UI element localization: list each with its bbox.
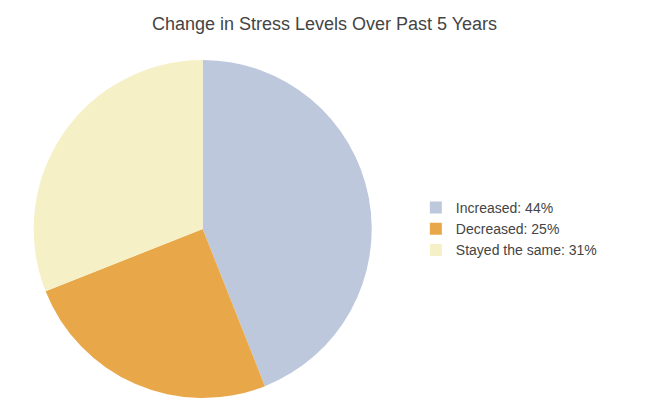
svg-text:Change in Stress Levels Over P: Change in Stress Levels Over Past 5 Year… bbox=[152, 14, 497, 34]
svg-text:Stayed the same: 31%: Stayed the same: 31% bbox=[456, 242, 597, 258]
svg-text:Increased: 44%: Increased: 44% bbox=[456, 200, 553, 216]
svg-text:Decreased: 25%: Decreased: 25% bbox=[456, 221, 560, 237]
